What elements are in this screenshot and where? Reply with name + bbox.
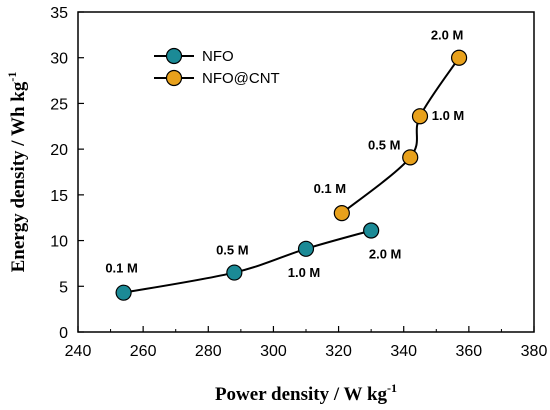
point-label: 1.0 M: [432, 108, 465, 123]
data-point: [450, 49, 468, 66]
data-point: [226, 264, 243, 281]
legend-marker-nfo: [165, 47, 183, 65]
legend-label-nfo: NFO: [202, 48, 234, 65]
points-layer: [115, 49, 468, 301]
point-label: 2.0 M: [431, 28, 464, 43]
point-label: 0.5 M: [216, 243, 249, 258]
x-tick-label: 340: [390, 343, 417, 360]
x-tick-label: 380: [521, 343, 548, 360]
y-tick-label: 10: [50, 234, 68, 251]
labels-layer: 0.1 M 0.5 M 1.0 M 2.0 M 0.1 M 0.5 M 1.0 M 2.0 M: [105, 28, 464, 280]
legend-marker-nfo-cnt: [165, 69, 183, 87]
point-label: 0.5 M: [368, 137, 401, 152]
y-tick-label: 0: [59, 325, 68, 342]
data-point: [297, 240, 315, 257]
data-point: [363, 222, 380, 239]
point-label: 0.1 M: [314, 181, 347, 196]
point-label: 0.1 M: [105, 261, 138, 276]
lines-layer: [123, 57, 460, 294]
y-tick-label: 25: [50, 96, 68, 113]
x-axis-title: Power density / W kg-1: [215, 381, 397, 405]
x-tick-label: 240: [65, 343, 92, 360]
x-tick-label: 320: [325, 343, 352, 360]
y-tick-label: 30: [50, 51, 68, 68]
legend-label-nfo-cnt: NFO@CNT: [202, 70, 280, 87]
data-point: [411, 108, 429, 125]
x-tick-label: 300: [260, 343, 287, 360]
y-axis-title: Energy density / Wh kg-1: [5, 72, 29, 273]
data-point: [115, 284, 132, 301]
point-label: 2.0 M: [369, 247, 402, 262]
y-tick-label: 15: [50, 188, 68, 205]
x-tick-label: 260: [130, 343, 157, 360]
y-tick-label: 20: [50, 142, 68, 159]
y-tick-label: 35: [50, 5, 68, 22]
x-tick-label: 280: [195, 343, 222, 360]
x-tick-label: 360: [456, 343, 483, 360]
data-point: [333, 205, 350, 222]
series-line-1: [341, 57, 460, 214]
point-label: 1.0 M: [288, 265, 321, 280]
y-tick-label: 5: [59, 279, 68, 296]
series-line-0: [123, 229, 372, 294]
data-point: [402, 149, 419, 166]
legend: NFO NFO@CNT: [154, 47, 280, 87]
ticks-layer: 240 260 280 300 320 340 360 380 0 5 10 15 20 25 30 35: [50, 5, 547, 360]
